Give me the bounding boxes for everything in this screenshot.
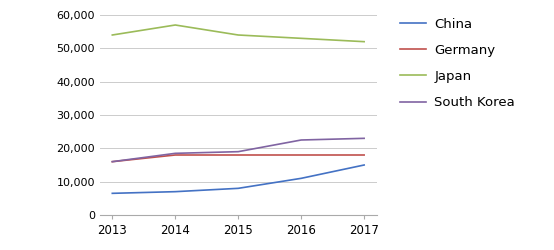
Germany xyxy=(361,154,367,156)
South Korea xyxy=(235,150,242,153)
South Korea xyxy=(298,138,305,141)
Germany xyxy=(298,154,305,156)
Line: South Korea: South Korea xyxy=(112,138,364,162)
Japan xyxy=(235,34,242,36)
South Korea xyxy=(361,137,367,140)
Line: Japan: Japan xyxy=(112,25,364,42)
Japan xyxy=(298,37,305,40)
China xyxy=(172,190,178,193)
Japan xyxy=(109,34,116,36)
Legend: China, Germany, Japan, South Korea: China, Germany, Japan, South Korea xyxy=(400,18,515,109)
China xyxy=(361,164,367,166)
South Korea xyxy=(109,160,116,163)
Germany xyxy=(235,154,242,156)
Japan xyxy=(172,24,178,26)
China xyxy=(298,177,305,180)
Japan xyxy=(361,40,367,43)
Line: Germany: Germany xyxy=(112,155,364,162)
Germany xyxy=(172,154,178,156)
China xyxy=(235,187,242,190)
Germany xyxy=(109,160,116,163)
South Korea xyxy=(172,152,178,155)
Line: China: China xyxy=(112,165,364,193)
China xyxy=(109,192,116,195)
